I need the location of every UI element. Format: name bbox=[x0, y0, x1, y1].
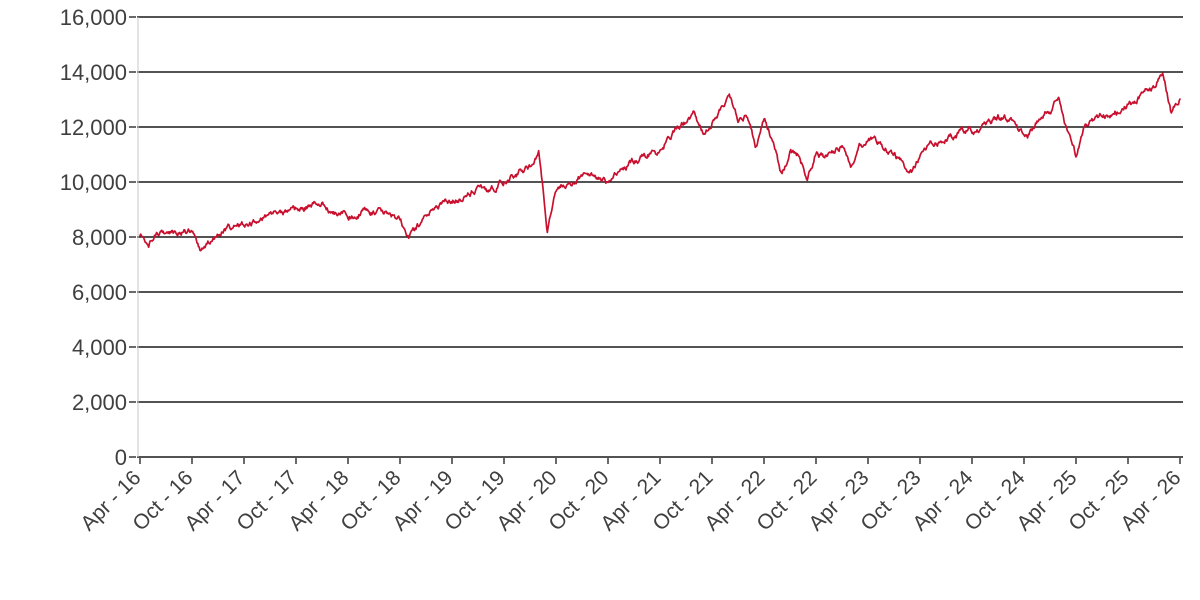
y-tick-label: 12,000 bbox=[60, 115, 127, 140]
series-line bbox=[139, 72, 1181, 252]
x-ticks-group bbox=[139, 458, 1181, 464]
y-axis-labels: 0 2,000 4,000 6,000 8,000 10,000 12,000 14,000 1… bbox=[60, 5, 127, 470]
gridlines-group bbox=[137, 16, 1183, 458]
y-tick-label: 6,000 bbox=[72, 280, 127, 305]
y-tick-label: 8,000 bbox=[72, 225, 127, 250]
y-tick-label: 4,000 bbox=[72, 335, 127, 360]
y-tick-label: 2,000 bbox=[72, 390, 127, 415]
y-tick-label: 0 bbox=[115, 445, 127, 470]
y-tick-label: 14,000 bbox=[60, 60, 127, 85]
y-ticks-group bbox=[129, 16, 136, 458]
y-tick-label: 10,000 bbox=[60, 170, 127, 195]
y-tick-label: 16,000 bbox=[60, 5, 127, 30]
